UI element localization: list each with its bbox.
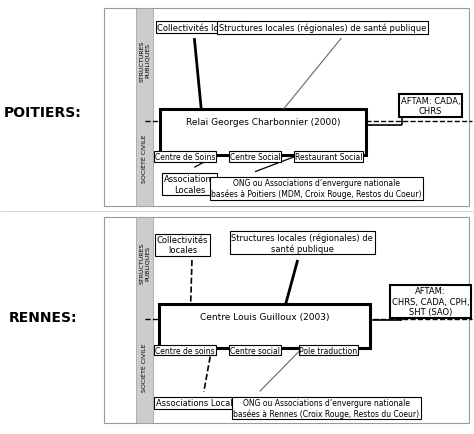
- FancyBboxPatch shape: [136, 217, 153, 423]
- Text: Structures locales (régionales) de
santé publique: Structures locales (régionales) de santé…: [231, 233, 374, 253]
- Text: Collectivités
locales: Collectivités locales: [157, 236, 208, 255]
- FancyBboxPatch shape: [159, 305, 370, 348]
- Text: Structures locales (régionales) de santé publique: Structures locales (régionales) de santé…: [219, 23, 426, 33]
- Text: Centre social: Centre social: [230, 346, 280, 355]
- Text: POITIERS:: POITIERS:: [4, 106, 82, 120]
- Text: STRUCTURES
PUBLIQUES: STRUCTURES PUBLIQUES: [139, 40, 150, 81]
- Text: Centre de Soins: Centre de Soins: [155, 153, 215, 161]
- Text: AFTAM: CADA,
CHRS: AFTAM: CADA, CHRS: [401, 97, 460, 116]
- Text: ONG ou Associations d’envergure nationale
basées à Rennes (Croix Rouge, Restos d: ONG ou Associations d’envergure national…: [233, 398, 419, 418]
- Text: Pole traduction: Pole traduction: [300, 346, 357, 355]
- Text: Relai Georges Charbonnier (2000): Relai Georges Charbonnier (2000): [186, 118, 340, 127]
- Text: Centre de soins: Centre de soins: [155, 346, 215, 355]
- FancyBboxPatch shape: [160, 110, 366, 155]
- Text: SOCIÉTÉ CIVILE: SOCIÉTÉ CIVILE: [142, 342, 147, 391]
- Text: Associations Locales: Associations Locales: [156, 398, 242, 407]
- Text: AFTAM:
CHRS, CADA, CPH,
SHT (SAO): AFTAM: CHRS, CADA, CPH, SHT (SAO): [392, 287, 469, 316]
- Text: Restaurant Social: Restaurant Social: [295, 153, 362, 161]
- Text: Associations
Locales: Associations Locales: [164, 175, 216, 194]
- Text: Collectivités locales: Collectivités locales: [157, 24, 241, 33]
- Text: STRUCTURES
PUBLIQUES: STRUCTURES PUBLIQUES: [139, 242, 150, 283]
- Text: ONG ou Associations d’envergure nationale
basées à Poitiers (MDM, Croix Rouge, R: ONG ou Associations d’envergure national…: [211, 179, 422, 199]
- FancyBboxPatch shape: [104, 217, 469, 423]
- Text: SOCIÉTÉ CIVILE: SOCIÉTÉ CIVILE: [142, 134, 147, 183]
- Text: RENNES:: RENNES:: [9, 310, 77, 324]
- Text: Centre Louis Guilloux (2003): Centre Louis Guilloux (2003): [200, 312, 329, 321]
- Text: Centre Social: Centre Social: [229, 153, 281, 161]
- FancyBboxPatch shape: [136, 9, 153, 206]
- FancyBboxPatch shape: [104, 9, 469, 206]
